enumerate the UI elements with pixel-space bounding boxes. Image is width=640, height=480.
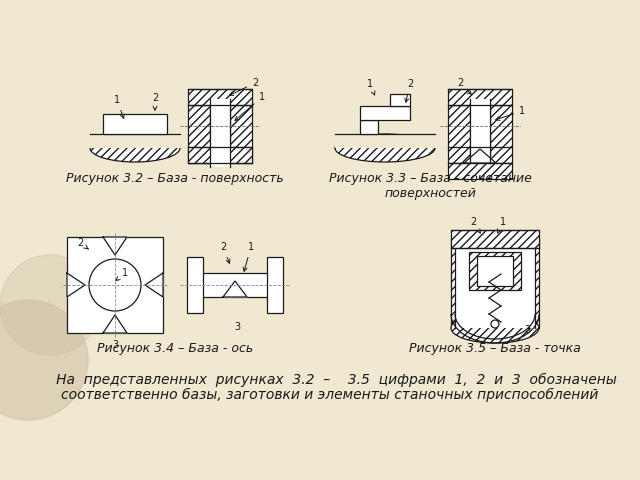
Bar	[390, 94, 410, 106]
Bar	[448, 105, 470, 163]
Bar	[451, 230, 539, 248]
Bar	[103, 114, 167, 134]
Polygon shape	[103, 315, 127, 333]
Text: Рисунок 3.3 – База - сочетание
поверхностей: Рисунок 3.3 – База - сочетание поверхнос…	[328, 172, 531, 200]
Text: 2: 2	[470, 217, 481, 233]
Text: 2: 2	[405, 79, 413, 102]
Bar	[85, 134, 185, 148]
Text: 3: 3	[524, 325, 530, 335]
Polygon shape	[145, 273, 163, 297]
Bar	[210, 99, 230, 167]
Text: соответственно базы, заготовки и элементы станочных приспособлений: соответственно базы, заготовки и элемент…	[61, 388, 598, 402]
Bar	[267, 257, 283, 313]
Bar	[200, 273, 270, 297]
Text: 1: 1	[116, 268, 128, 280]
Bar	[67, 237, 163, 333]
Bar	[187, 257, 203, 313]
Circle shape	[0, 255, 100, 355]
Text: 2: 2	[230, 78, 258, 96]
Text: 1: 1	[114, 95, 124, 119]
Bar	[477, 256, 513, 286]
Ellipse shape	[90, 134, 180, 162]
Bar	[360, 106, 410, 120]
Bar	[448, 89, 512, 105]
Polygon shape	[103, 237, 127, 255]
Bar	[188, 89, 252, 105]
Text: 2: 2	[457, 78, 471, 94]
Polygon shape	[464, 149, 496, 163]
Text: На  представленных  рисунках  3.2  –    3.5  цифрами  1,  2  и  3  обозначены: На представленных рисунках 3.2 – 3.5 циф…	[43, 373, 617, 387]
Bar	[360, 120, 378, 134]
Text: Рисунок 3.2 – База - поверхность: Рисунок 3.2 – База - поверхность	[66, 172, 284, 185]
Text: 2: 2	[152, 93, 158, 110]
Text: 3: 3	[112, 340, 118, 350]
Circle shape	[491, 320, 499, 328]
Text: 3: 3	[234, 322, 240, 332]
Text: Рисунок 3.4 – База - ось: Рисунок 3.4 – База - ось	[97, 342, 253, 355]
Ellipse shape	[451, 313, 539, 343]
Text: 1: 1	[243, 242, 254, 271]
Text: Рисунок 3.5 – База - точка: Рисунок 3.5 – База - точка	[409, 342, 581, 355]
Ellipse shape	[335, 134, 435, 162]
Text: 1: 1	[367, 79, 375, 95]
Polygon shape	[67, 273, 85, 297]
Text: 1: 1	[235, 92, 265, 120]
Bar	[188, 147, 252, 163]
Bar	[188, 105, 210, 163]
Bar	[469, 252, 521, 290]
Text: 2: 2	[77, 238, 88, 249]
Bar	[335, 134, 440, 148]
Bar	[230, 105, 252, 163]
Bar	[490, 105, 512, 163]
Bar	[451, 238, 539, 328]
Bar	[455, 238, 535, 328]
Bar	[448, 163, 512, 179]
Text: 1: 1	[497, 217, 506, 233]
Polygon shape	[223, 281, 247, 297]
Ellipse shape	[454, 289, 536, 309]
Circle shape	[89, 259, 141, 311]
Text: 2: 2	[220, 242, 230, 264]
Circle shape	[0, 300, 88, 420]
Text: 1: 1	[495, 106, 525, 120]
Bar	[470, 99, 490, 163]
